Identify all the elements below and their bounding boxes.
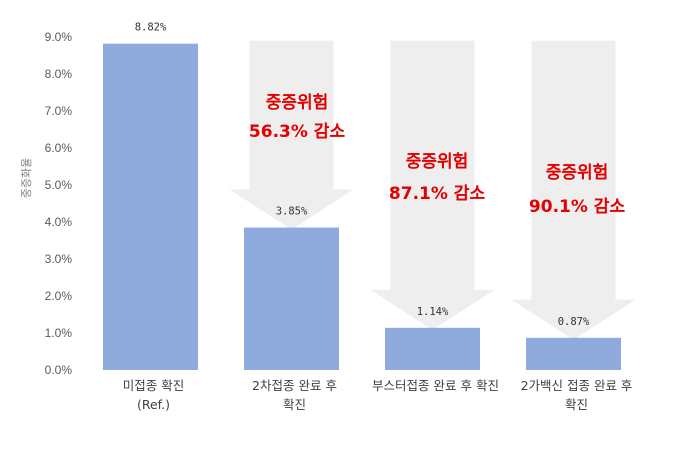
annotation-title: 중증위험 [406,151,469,172]
reduction-arrow [511,40,636,340]
data-label: 1.14% [417,306,449,318]
category-label: 확진 [283,397,306,412]
y-tick-label: 6.0% [45,141,73,155]
data-labels: 8.82% 3.85% 1.14% 0.87% [135,22,590,328]
data-label: 0.87% [558,316,590,328]
bar [385,327,480,370]
bar [244,227,339,370]
y-axis-ticks: 0.0% 1.0% 2.0% 3.0% 4.0% 5.0% 6.0% 7.0% 8.0% 9.0% [45,30,73,377]
y-tick-label: 0.0% [45,363,73,377]
reduction-arrow [229,40,354,230]
reduction-arrow [370,40,495,330]
y-tick-label: 8.0% [45,67,73,81]
category-label: 2차접종 완료 후 [252,378,337,393]
y-tick-label: 5.0% [45,178,73,192]
y-tick-label: 9.0% [45,30,73,44]
annotation-title: 중증위험 [266,92,329,113]
category-label: 확진 [565,397,588,412]
y-tick-label: 1.0% [45,326,73,340]
y-tick-label: 3.0% [45,252,73,266]
annotation-title: 중증위험 [546,162,609,183]
data-label: 3.85% [276,206,308,218]
category-label: (Ref.) [137,397,170,412]
category-label: 2가백신 접종 완료 후 [521,378,633,393]
category-label: 미접종 확진 [123,378,184,393]
data-label: 8.82% [135,22,167,34]
reduction-arrows [229,40,636,340]
y-axis-label: 중증화율 [20,158,33,198]
annotation-reduction: 90.1% 감소 [529,197,626,217]
y-tick-label: 2.0% [45,289,73,303]
bar [103,43,198,370]
y-tick-label: 7.0% [45,104,73,118]
annotation-reduction: 87.1% 감소 [389,184,486,204]
annotation-reduction: 56.3% 감소 [249,122,346,142]
bars [103,43,621,370]
bar [526,337,621,370]
category-labels: 미접종 확진 (Ref.) 2차접종 완료 후확진 부스터접종 완료 후 확진 2가백신… [123,378,633,412]
category-label: 부스터접종 완료 후 확진 [372,378,499,393]
y-tick-label: 4.0% [45,215,73,229]
